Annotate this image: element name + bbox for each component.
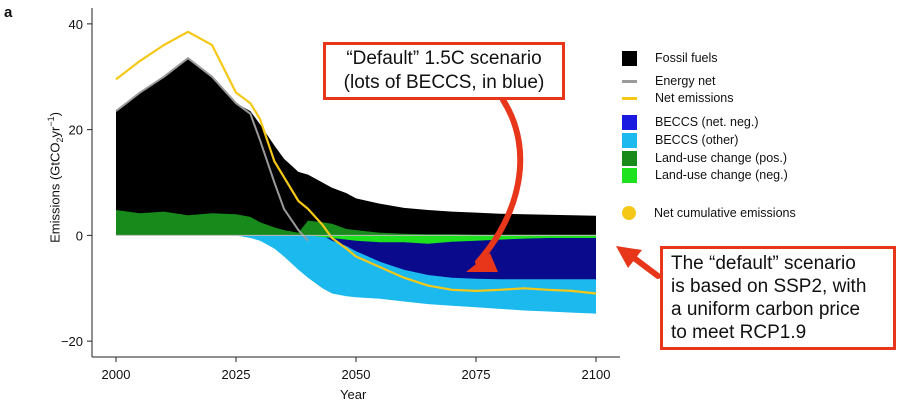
legend-swatch <box>622 167 637 183</box>
legend-swatch <box>622 114 637 130</box>
area-luc-neg <box>116 235 596 244</box>
line-energy-net <box>115 57 309 242</box>
legend-item-beccs-net-neg: BECCS (net. neg.) <box>622 114 759 130</box>
y-axis-title-part: Emissions (GtCO <box>47 142 63 243</box>
y-axis-title-part: 2 <box>54 137 65 143</box>
x-tick-label: 2025 <box>222 367 251 382</box>
arrow-to-beccs <box>475 97 524 265</box>
x-tick-label: 2100 <box>582 367 611 382</box>
arrow-head <box>466 253 498 272</box>
x-tick-label: 2075 <box>462 367 491 382</box>
legend-label: Net emissions <box>655 91 734 105</box>
legend-label: Land-use change (neg.) <box>655 168 788 182</box>
arrow-to-zero-line <box>631 255 661 279</box>
x-tick-label: 2050 <box>342 367 371 382</box>
legend-label: Fossil fuels <box>655 51 718 65</box>
callout-line: a uniform carbon price <box>671 299 861 320</box>
callout-arrows <box>466 97 661 279</box>
legend-item-energy-net: Energy net <box>622 73 715 89</box>
callout-line: is based on SSP2, with <box>671 276 867 297</box>
legend-swatch <box>622 79 637 83</box>
line-net-emissions <box>115 30 597 295</box>
y-tick-label: 40 <box>69 17 83 32</box>
callout-line: to meet RCP1.9 <box>671 322 807 343</box>
legend-label: Energy net <box>655 74 716 88</box>
legend-label: BECCS (other) <box>655 133 739 147</box>
legend-item-net-cumulative: Net cumulative emissions <box>622 205 796 221</box>
y-axis-title-part: ) <box>47 112 63 117</box>
legend-item-luc-neg: Land-use change (neg.) <box>622 167 788 183</box>
legend-item-beccs-other: BECCS (other) <box>622 132 738 148</box>
y-axis-title-part: −1 <box>45 116 56 127</box>
plot-lines <box>115 30 597 295</box>
callout-default-scenario: “Default” 1.5C scenario (lots of BECCS, … <box>323 42 565 100</box>
legend-label: Net cumulative emissions <box>654 206 796 220</box>
legend-swatch <box>622 50 637 66</box>
callout-ssp2-note: The “default” scenario is based on SSP2,… <box>660 246 896 350</box>
legend-item-luc-pos: Land-use change (pos.) <box>622 150 787 166</box>
y-tick-label: 0 <box>76 228 83 243</box>
area-luc-pos <box>116 210 596 236</box>
legend-item-fossil-fuels: Fossil fuels <box>622 50 718 66</box>
callout-line: (lots of BECCS, in blue) <box>343 72 545 93</box>
callout-line: “Default” 1.5C scenario <box>346 48 542 69</box>
arrow-head <box>616 246 642 268</box>
area-fossil-fuels <box>116 58 596 236</box>
y-tick-label: −20 <box>61 334 83 349</box>
legend-swatch <box>622 150 637 166</box>
panel-label: a <box>4 4 13 21</box>
y-tick-label: 20 <box>69 123 83 138</box>
axes: −20 0 20 40 2000 2025 2050 2075 2100 <box>61 8 620 382</box>
y-axis-title-part: yr <box>47 126 63 138</box>
legend-item-net-emissions: Net emissions <box>622 90 734 106</box>
legend-label: BECCS (net. neg.) <box>655 115 759 129</box>
callout-line: The “default” scenario <box>671 253 856 274</box>
x-tick-label: 2000 <box>102 367 131 382</box>
legend-swatch <box>622 206 636 220</box>
y-axis-title: Emissions (GtCO2yr−1) <box>46 112 65 243</box>
legend-label: Land-use change (pos.) <box>655 151 788 165</box>
legend-swatch <box>622 96 637 100</box>
x-axis-title: Year <box>340 387 367 402</box>
legend-swatch <box>622 132 637 148</box>
